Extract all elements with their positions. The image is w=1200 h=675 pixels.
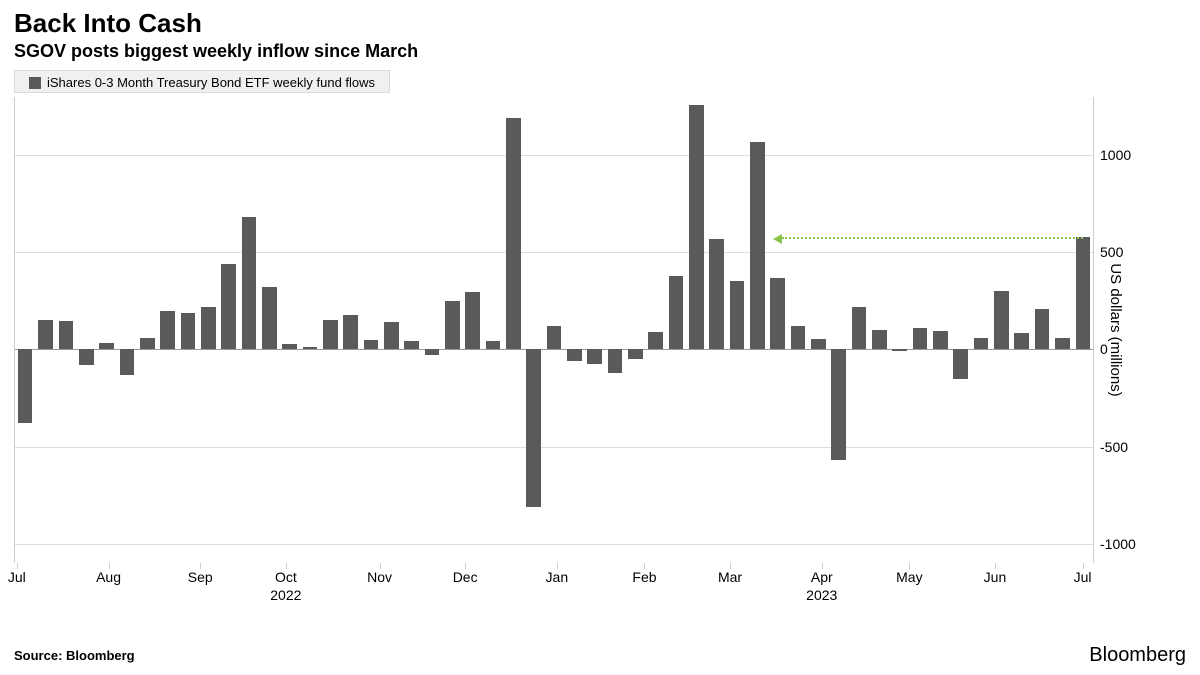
x-tick-label: Apr bbox=[811, 569, 833, 585]
bar bbox=[486, 341, 501, 350]
bar bbox=[303, 347, 318, 349]
bar bbox=[567, 349, 582, 361]
bar bbox=[425, 349, 440, 355]
chart-subtitle: SGOV posts biggest weekly inflow since M… bbox=[14, 41, 1186, 62]
bar bbox=[1076, 237, 1091, 350]
legend: iShares 0-3 Month Treasury Bond ETF week… bbox=[14, 70, 390, 93]
bar bbox=[1035, 309, 1050, 350]
y-axis-title: US dollars (millions) bbox=[1107, 263, 1124, 396]
bar bbox=[547, 326, 562, 349]
x-tick-label: Jan bbox=[546, 569, 569, 585]
bar bbox=[120, 349, 135, 374]
legend-label: iShares 0-3 Month Treasury Bond ETF week… bbox=[47, 75, 375, 90]
bloomberg-logo: Bloomberg bbox=[1089, 644, 1186, 667]
chart-area: US dollars (millions) -1000-50005001000 … bbox=[14, 97, 1186, 607]
bar bbox=[953, 349, 968, 378]
y-axis: US dollars (millions) -1000 -500 0 500 1000 bbox=[1094, 97, 1186, 563]
x-tick-label: Mar bbox=[718, 569, 742, 585]
bar bbox=[445, 301, 460, 350]
y-tick-label: -500 bbox=[1100, 439, 1128, 455]
bar bbox=[384, 322, 399, 349]
gridline bbox=[15, 252, 1093, 253]
bar bbox=[669, 276, 684, 350]
bar bbox=[282, 344, 297, 350]
bar bbox=[608, 349, 623, 372]
bar bbox=[465, 292, 480, 349]
x-tick-label: Oct bbox=[275, 569, 297, 585]
gridline bbox=[15, 447, 1093, 448]
bar bbox=[913, 328, 928, 349]
bar bbox=[709, 239, 724, 350]
x-tick-label: Feb bbox=[632, 569, 656, 585]
bar bbox=[933, 331, 948, 349]
bar bbox=[1055, 338, 1070, 350]
bar bbox=[38, 320, 53, 349]
bar bbox=[1014, 333, 1029, 350]
footer: Source: Bloomberg Bloomberg bbox=[14, 644, 1186, 667]
bar bbox=[628, 349, 643, 359]
bar bbox=[18, 349, 33, 423]
arrow-annotation bbox=[782, 237, 1083, 239]
y-tick-label: 0 bbox=[1100, 341, 1108, 357]
plot-region bbox=[14, 97, 1094, 563]
bar bbox=[140, 338, 155, 350]
bar bbox=[730, 281, 745, 349]
bar bbox=[648, 332, 663, 349]
bar bbox=[852, 307, 867, 350]
chart-header: Back Into Cash SGOV posts biggest weekly… bbox=[0, 0, 1200, 66]
bar bbox=[343, 315, 358, 349]
bar bbox=[59, 321, 74, 349]
y-tick-label: -1000 bbox=[1100, 536, 1136, 552]
arrow-head-icon bbox=[773, 234, 782, 244]
y-tick-label: 1000 bbox=[1100, 147, 1131, 163]
gridline bbox=[15, 544, 1093, 545]
bar bbox=[974, 338, 989, 350]
chart-title: Back Into Cash bbox=[14, 8, 1186, 39]
bar bbox=[770, 278, 785, 350]
x-tick-label: Jul bbox=[1074, 569, 1092, 585]
bar bbox=[160, 311, 175, 350]
bar bbox=[99, 343, 114, 350]
source-text: Source: Bloomberg bbox=[14, 648, 135, 663]
x-tick-label: May bbox=[896, 569, 922, 585]
x-tick-label: Dec bbox=[453, 569, 478, 585]
x-tick-label: Nov bbox=[367, 569, 392, 585]
bar bbox=[181, 313, 196, 350]
bar bbox=[872, 330, 887, 349]
bar bbox=[364, 340, 379, 350]
x-tick-label: Jul bbox=[8, 569, 26, 585]
bar bbox=[587, 349, 602, 364]
bar bbox=[791, 326, 806, 349]
bar bbox=[221, 264, 236, 349]
bar bbox=[750, 142, 765, 350]
bar bbox=[811, 339, 826, 350]
x-tick-label: Aug bbox=[96, 569, 121, 585]
bar bbox=[831, 349, 846, 460]
bar bbox=[892, 349, 907, 351]
x-axis: JulAugSepOctNovDecJanFebMarAprMayJunJul2… bbox=[14, 563, 1094, 607]
x-year-label: 2023 bbox=[806, 587, 837, 603]
bar bbox=[526, 349, 541, 506]
legend-swatch bbox=[29, 77, 41, 89]
gridline bbox=[15, 155, 1093, 156]
bar bbox=[242, 217, 257, 349]
bar bbox=[994, 291, 1009, 349]
bar bbox=[506, 118, 521, 349]
bar bbox=[79, 349, 94, 365]
gridline bbox=[15, 349, 1093, 350]
bar bbox=[262, 287, 277, 349]
bar bbox=[689, 105, 704, 350]
x-tick-label: Jun bbox=[984, 569, 1007, 585]
bar bbox=[323, 320, 338, 349]
x-tick-label: Sep bbox=[188, 569, 213, 585]
bar bbox=[201, 307, 216, 350]
x-year-label: 2022 bbox=[270, 587, 301, 603]
bar bbox=[404, 341, 419, 350]
y-tick-label: 500 bbox=[1100, 244, 1123, 260]
